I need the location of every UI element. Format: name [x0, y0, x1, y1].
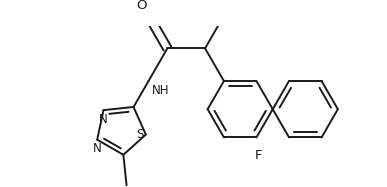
- Text: F: F: [254, 149, 262, 162]
- Text: S: S: [137, 128, 144, 141]
- Text: N: N: [99, 113, 108, 126]
- Text: NH: NH: [152, 85, 170, 97]
- Text: N: N: [93, 142, 101, 155]
- Text: O: O: [137, 0, 147, 12]
